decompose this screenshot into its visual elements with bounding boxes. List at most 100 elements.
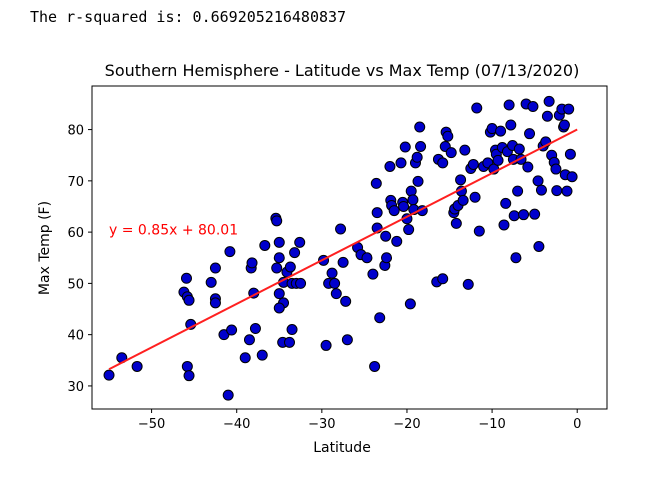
data-point bbox=[361, 252, 373, 264]
data-point bbox=[222, 389, 234, 401]
data-point bbox=[513, 143, 525, 155]
x-tick-label: −20 bbox=[393, 417, 420, 432]
data-point bbox=[398, 200, 410, 212]
data-point bbox=[239, 352, 251, 364]
data-point bbox=[445, 147, 457, 159]
data-point bbox=[326, 267, 338, 279]
data-point bbox=[395, 157, 407, 169]
y-tick-label: 50 bbox=[67, 277, 84, 292]
data-point bbox=[524, 128, 536, 140]
data-point bbox=[508, 210, 520, 222]
y-axis-label: Max Temp (F) bbox=[37, 201, 53, 295]
data-point bbox=[256, 349, 268, 361]
data-point bbox=[561, 185, 573, 197]
data-point bbox=[335, 223, 347, 235]
data-point bbox=[566, 171, 578, 183]
data-point bbox=[404, 298, 416, 310]
data-point bbox=[510, 252, 522, 264]
data-point bbox=[337, 256, 349, 268]
data-point bbox=[518, 209, 530, 221]
x-tick-label: −10 bbox=[478, 417, 505, 432]
data-point bbox=[226, 324, 238, 336]
data-point bbox=[271, 262, 283, 274]
data-point bbox=[286, 324, 298, 336]
data-point bbox=[388, 205, 400, 217]
y-tick-label: 30 bbox=[67, 380, 84, 395]
data-point bbox=[340, 295, 352, 307]
data-point bbox=[273, 252, 285, 264]
data-point bbox=[503, 99, 515, 111]
data-point bbox=[283, 336, 295, 348]
data-point bbox=[535, 184, 547, 196]
data-point bbox=[455, 174, 467, 186]
data-point bbox=[243, 334, 255, 346]
plot-area bbox=[91, 85, 608, 410]
data-point bbox=[183, 370, 195, 382]
data-point bbox=[284, 261, 296, 273]
data-point bbox=[527, 101, 539, 113]
data-point bbox=[529, 208, 541, 220]
y-axis: 30 40 50 60 70 80 bbox=[67, 124, 92, 395]
data-point bbox=[249, 323, 261, 335]
data-point bbox=[369, 360, 381, 372]
data-point bbox=[399, 141, 411, 153]
data-point bbox=[273, 302, 285, 314]
data-point bbox=[205, 276, 217, 288]
data-point bbox=[330, 288, 342, 300]
data-point bbox=[224, 246, 236, 258]
data-point bbox=[558, 119, 570, 131]
data-point bbox=[437, 157, 449, 169]
x-tick-label: −40 bbox=[223, 417, 250, 432]
data-point bbox=[473, 225, 485, 237]
data-point bbox=[415, 140, 427, 152]
data-point bbox=[294, 236, 306, 248]
chart-title: Southern Hemisphere - Latitude vs Max Te… bbox=[105, 61, 580, 80]
data-point bbox=[495, 125, 507, 137]
data-point bbox=[533, 240, 545, 252]
data-point bbox=[469, 191, 481, 203]
data-point bbox=[471, 102, 483, 114]
x-axis: −50 −40 −30 −20 −10 0 bbox=[138, 409, 581, 432]
data-point bbox=[543, 95, 555, 107]
data-point bbox=[532, 175, 544, 187]
x-tick-label: 0 bbox=[573, 417, 581, 432]
data-point bbox=[329, 277, 341, 289]
data-point bbox=[273, 288, 285, 300]
data-point bbox=[181, 360, 193, 372]
data-point bbox=[459, 144, 471, 156]
r-squared-output: The r-squared is: 0.669205216480837 bbox=[30, 8, 347, 26]
data-point bbox=[411, 151, 423, 163]
regression-equation: y = 0.85x + 80.01 bbox=[109, 223, 238, 239]
data-point bbox=[564, 148, 576, 160]
data-point bbox=[500, 197, 512, 209]
data-point bbox=[271, 215, 283, 227]
data-point bbox=[341, 334, 353, 346]
data-point bbox=[370, 177, 382, 189]
data-point bbox=[505, 119, 517, 131]
y-tick-label: 60 bbox=[67, 226, 84, 241]
data-point bbox=[374, 312, 386, 324]
data-point bbox=[103, 369, 115, 381]
data-point bbox=[450, 217, 462, 229]
data-point bbox=[414, 121, 426, 133]
data-point bbox=[180, 272, 192, 284]
data-point bbox=[367, 268, 379, 280]
data-point bbox=[492, 154, 504, 166]
x-tick-label: −30 bbox=[308, 417, 335, 432]
y-tick-label: 40 bbox=[67, 329, 84, 344]
data-point bbox=[384, 160, 396, 172]
x-tick-label: −50 bbox=[138, 417, 165, 432]
data-point bbox=[522, 161, 534, 173]
data-point bbox=[563, 103, 575, 115]
data-point bbox=[183, 294, 195, 306]
data-point bbox=[209, 297, 221, 309]
data-point bbox=[295, 277, 307, 289]
data-point bbox=[259, 239, 271, 251]
data-point bbox=[462, 278, 474, 290]
data-point bbox=[457, 194, 469, 206]
data-point bbox=[407, 194, 419, 206]
data-point bbox=[320, 339, 332, 351]
data-point bbox=[442, 130, 454, 142]
data-point bbox=[437, 273, 449, 285]
data-point bbox=[541, 110, 553, 122]
